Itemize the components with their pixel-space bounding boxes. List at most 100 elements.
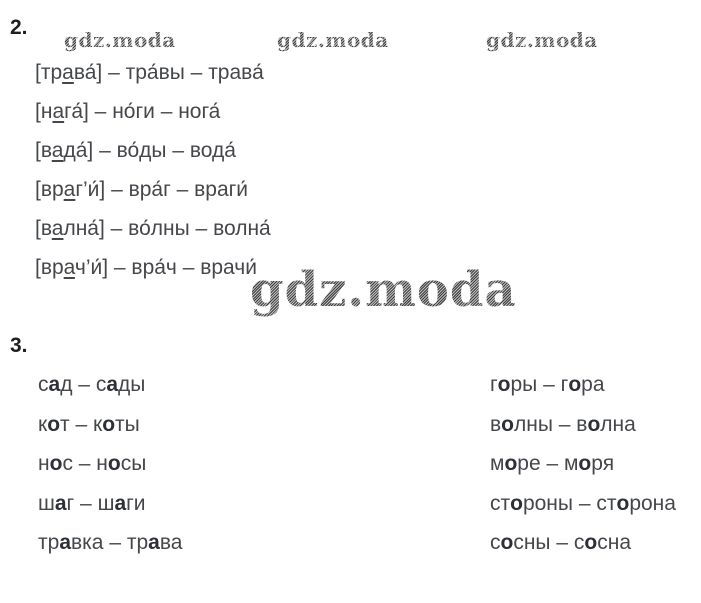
underlined-letter: а: [51, 139, 64, 162]
dash: –: [72, 373, 96, 396]
bold-letter: а: [148, 531, 160, 555]
bold-letter: о: [587, 412, 601, 436]
word-forms: – вра́г – враги́: [105, 178, 249, 201]
watermark-top-left: gdz.moda: [64, 28, 176, 52]
underlined-letter: а: [62, 61, 74, 84]
word-part: ды: [118, 373, 146, 396]
word-pair: кот – коты: [38, 405, 182, 445]
word-part: лна: [600, 412, 636, 436]
bold-letter: о: [504, 452, 518, 476]
word-pair: травка – трава: [38, 523, 182, 563]
word-part: тр: [126, 531, 149, 555]
word-forms: – тра́вы – трава́: [102, 61, 264, 84]
word-part: ра: [581, 373, 605, 396]
bold-letter: а: [106, 373, 118, 396]
watermark-top-right: gdz.moda: [486, 28, 598, 52]
word-part: ре: [517, 452, 541, 476]
transcription-pre: [вр: [35, 178, 64, 201]
word-part: с: [95, 373, 107, 396]
bold-letter: о: [500, 531, 514, 555]
exercise-2-body: [трава́] – тра́вы – трава́ [нага́] – но́…: [35, 53, 271, 287]
bold-letter: а: [114, 491, 127, 515]
word-part: д: [60, 373, 73, 396]
transcription-post: ч’и́]: [74, 256, 109, 279]
word-part: ш: [38, 491, 55, 515]
transcription-line: [вална́] – во́лны – волна́: [35, 209, 271, 248]
transcription-post: лна́]: [63, 217, 105, 240]
exercise-3-column-right: горы – гора волны – волна море – моря ст…: [490, 365, 676, 563]
transcription-line: [врач’и́] – вра́ч – врачи́: [35, 248, 271, 287]
word-part: сы: [120, 452, 147, 476]
word-part: н: [38, 452, 50, 476]
word-part: ря: [591, 452, 615, 476]
dash: –: [72, 452, 97, 476]
underlined-letter: а: [51, 217, 64, 240]
dash: –: [573, 491, 597, 515]
word-part: ст: [596, 491, 617, 515]
bold-letter: о: [49, 452, 63, 476]
transcription-post: г’и́]: [75, 178, 106, 201]
underlined-letter: а: [52, 100, 65, 123]
word-part: сны: [513, 531, 551, 555]
bold-letter: а: [59, 531, 71, 555]
transcription-post: га́]: [64, 100, 89, 123]
transcription-pre: [вр: [35, 256, 64, 279]
bold-letter: о: [568, 373, 582, 396]
word-pair: сосны – сосна: [490, 523, 676, 563]
word-part: к: [38, 412, 48, 436]
word-part: лны: [513, 412, 553, 436]
word-pair: стороны – сторона: [490, 484, 676, 524]
dash: –: [69, 412, 93, 436]
transcription-pre: [н: [35, 100, 53, 123]
word-part: к: [93, 412, 103, 436]
bold-letter: о: [102, 412, 116, 436]
underlined-letter: а: [63, 178, 76, 201]
bold-letter: о: [47, 412, 61, 436]
word-part: м: [563, 452, 579, 476]
transcription-pre: [тр: [35, 61, 63, 84]
dash: –: [550, 531, 574, 555]
transcription-post: ва́]: [73, 61, 103, 84]
word-part: ст: [490, 491, 511, 515]
word-forms: – вра́ч – врачи́: [108, 256, 257, 279]
word-pair: море – моря: [490, 444, 676, 484]
transcription-line: [враг’и́] – вра́г – враги́: [35, 170, 271, 209]
transcription-pre: [в: [35, 217, 52, 240]
bold-letter: о: [107, 452, 121, 476]
word-part: рона: [629, 491, 676, 515]
dash: –: [537, 373, 561, 396]
watermark-top-center: gdz.moda: [277, 28, 389, 52]
transcription-line: [трава́] – тра́вы – трава́: [35, 53, 271, 92]
bold-letter: о: [578, 452, 592, 476]
dash: –: [74, 491, 98, 515]
word-forms: – но́ги – нога́: [88, 100, 221, 123]
word-part: с: [490, 531, 501, 555]
transcription-line: [нага́] – но́ги – нога́: [35, 92, 271, 131]
bold-letter: о: [584, 531, 598, 555]
dash: –: [540, 452, 564, 476]
word-part: м: [490, 452, 505, 476]
word-part: г: [66, 491, 75, 515]
word-part: в: [490, 412, 502, 436]
bold-letter: а: [54, 491, 67, 515]
exercise-2-number: 2.: [10, 16, 28, 39]
bold-letter: о: [616, 491, 630, 515]
word-part: ва: [159, 531, 183, 555]
word-part: т: [60, 412, 70, 436]
word-pair: нос – носы: [38, 444, 182, 484]
word-part: вка: [71, 531, 104, 555]
word-part: с: [573, 531, 585, 555]
word-part: тр: [38, 531, 60, 555]
dash: –: [103, 531, 127, 555]
word-part: с: [38, 373, 49, 396]
dash: –: [552, 412, 577, 436]
word-pair: шаг – шаги: [38, 484, 182, 524]
exercise-3-number: 3.: [10, 334, 28, 357]
word-part: ш: [97, 491, 115, 515]
transcription-post: да́]: [63, 139, 94, 162]
word-forms: – во́ды – вода́: [93, 139, 236, 162]
bold-letter: о: [501, 412, 514, 436]
word-part: н: [96, 452, 108, 476]
word-forms: – во́лны – волна́: [104, 217, 271, 240]
underlined-letter: а: [63, 256, 75, 279]
